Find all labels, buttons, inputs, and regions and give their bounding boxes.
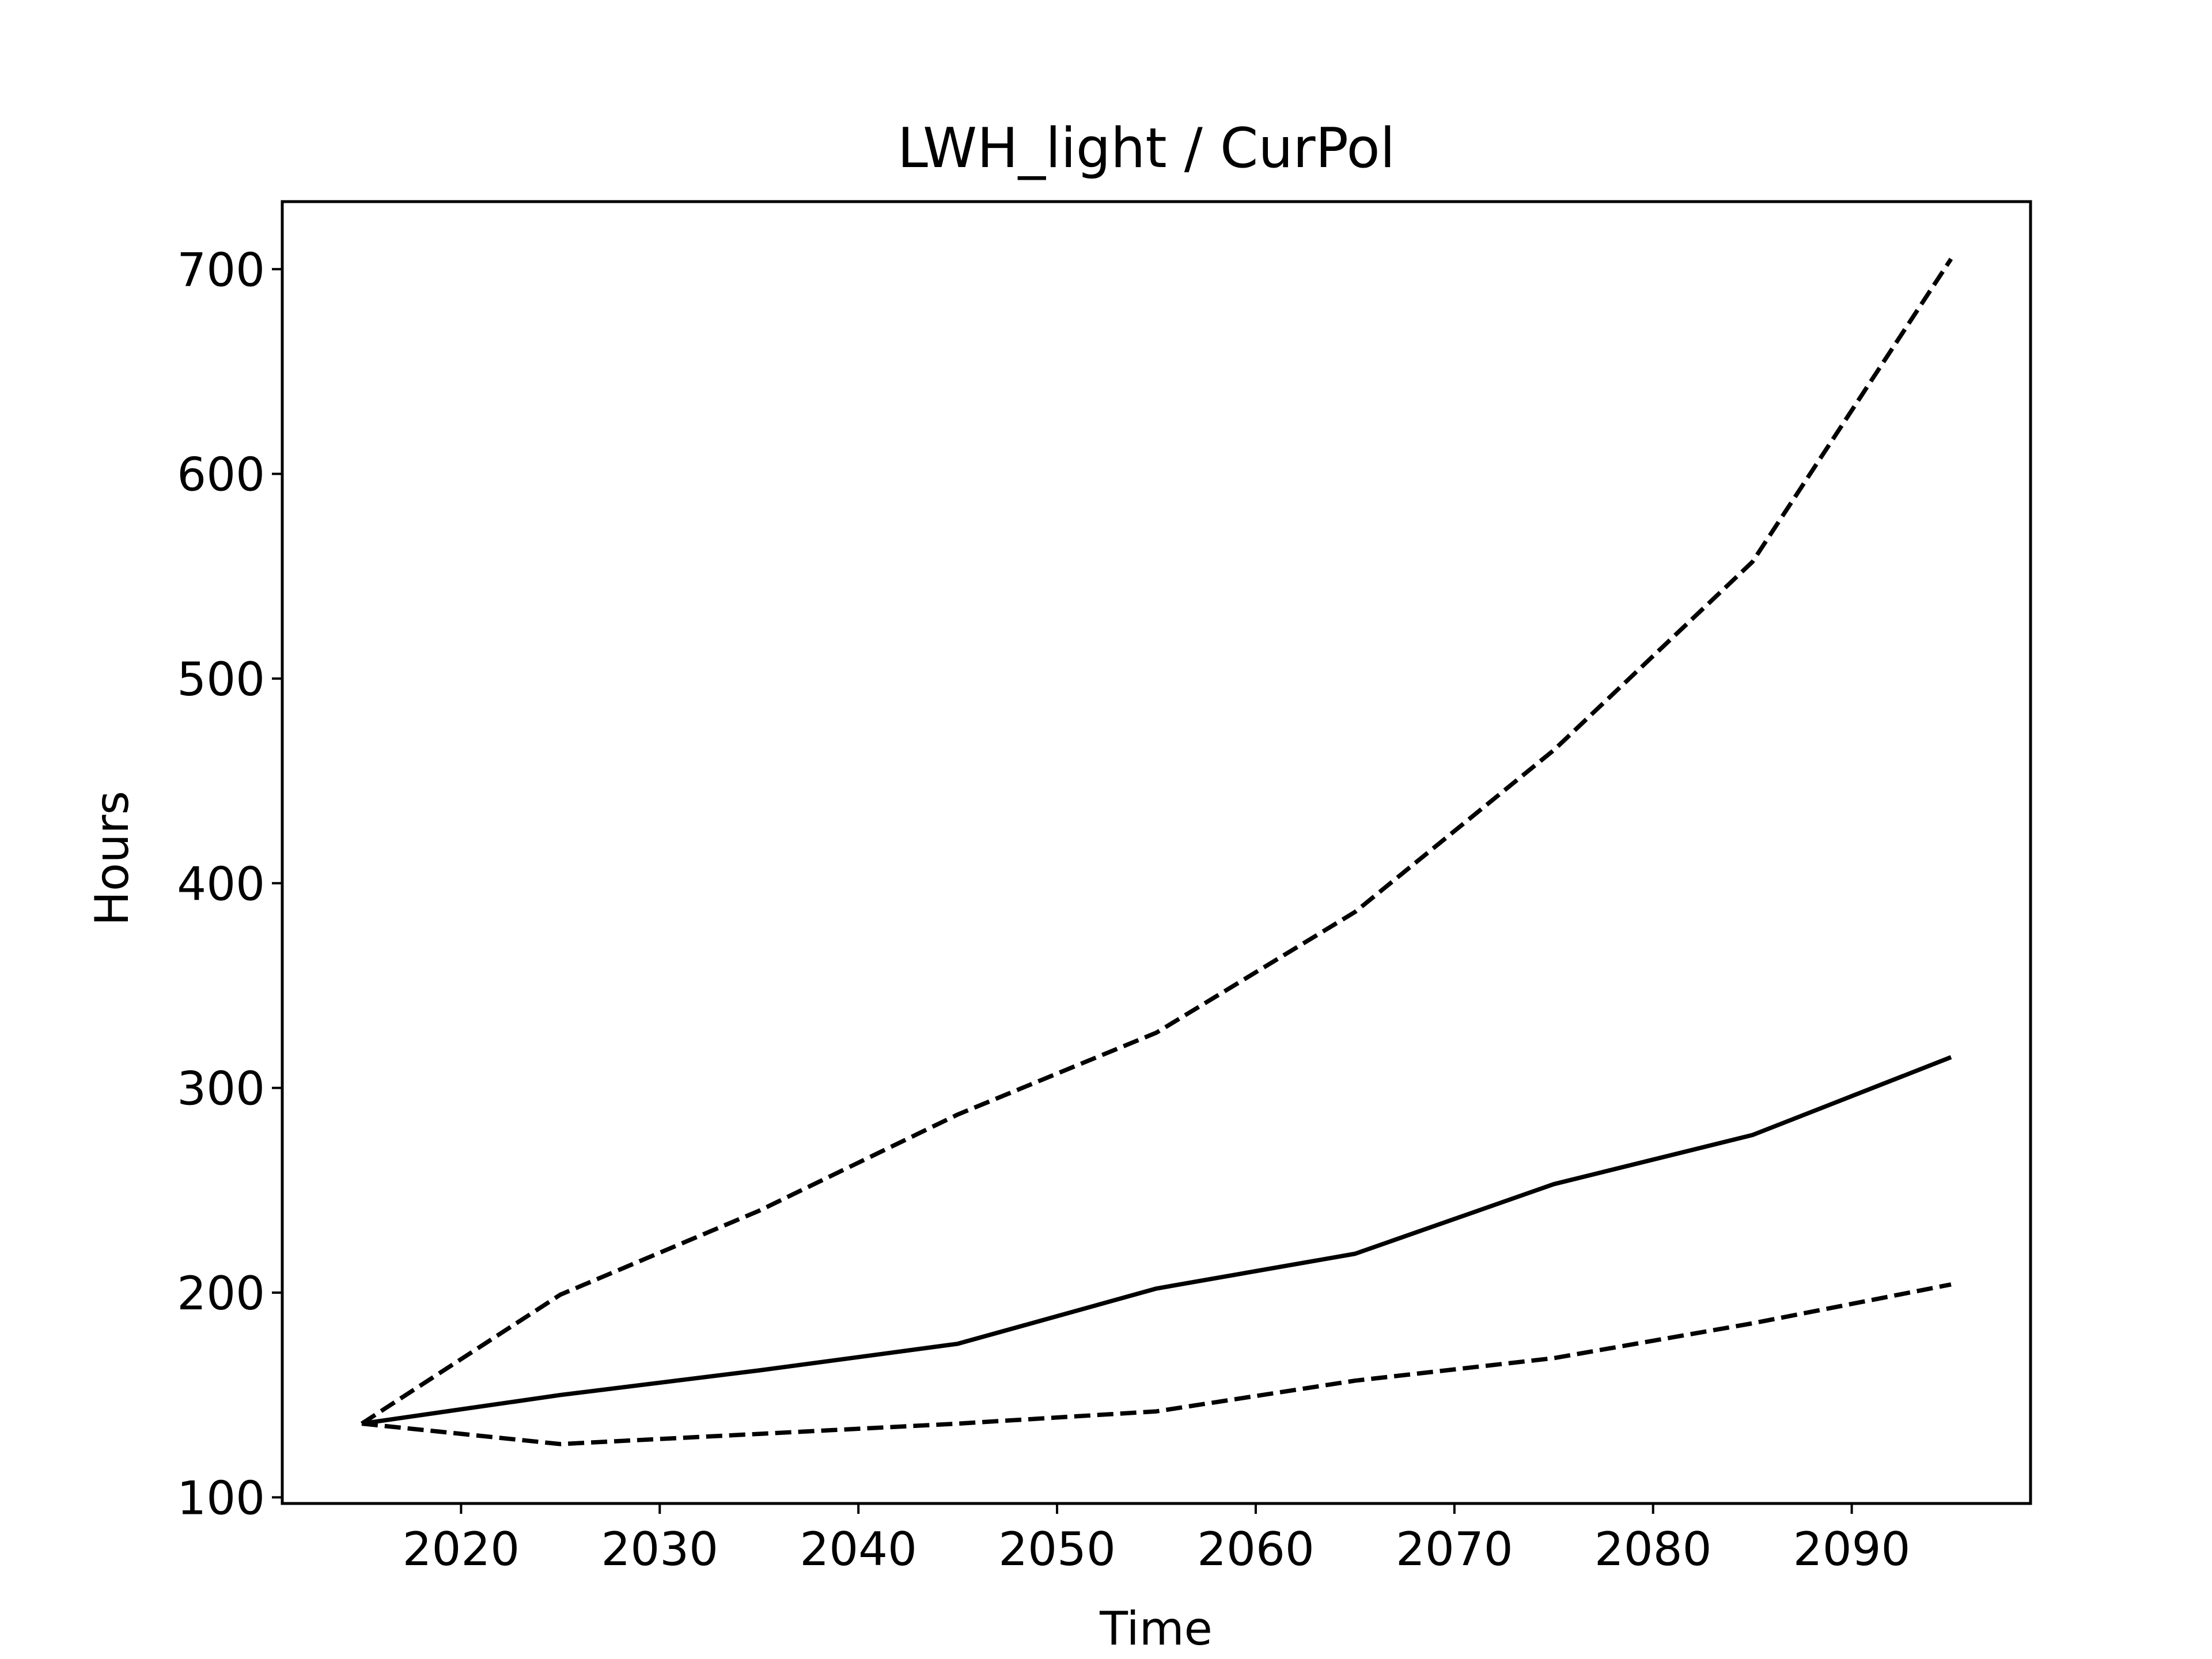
- series-line-1: [361, 1055, 1952, 1426]
- series-layer: [360, 257, 1953, 1446]
- series-line-2: [360, 257, 1953, 1426]
- series-line-3: [361, 1282, 1952, 1446]
- x-tick-label: 2090: [1793, 1522, 1911, 1576]
- x-tick-label: 2040: [800, 1522, 917, 1576]
- y-tick-label: 600: [177, 448, 265, 502]
- y-axis: 100 200 300 400 500 600 700: [177, 243, 282, 1525]
- y-tick-label: 300: [177, 1062, 265, 1116]
- y-tick-label: 700: [177, 243, 265, 297]
- x-tick-label: 2050: [998, 1522, 1116, 1576]
- y-axis-label: Hours: [85, 791, 139, 926]
- x-axis: 2020 2030 2040 2050 2060 2070 2080 2090: [403, 1503, 1911, 1576]
- y-tick-label: 200: [177, 1267, 265, 1320]
- x-axis-label: Time: [1099, 1602, 1213, 1656]
- y-tick-label: 100: [177, 1471, 265, 1525]
- x-tick-label: 2080: [1594, 1522, 1712, 1576]
- y-tick-label: 500: [177, 653, 265, 706]
- plot-area-frame: [281, 200, 2032, 1505]
- chart-title: LWH_light / CurPol: [897, 117, 1395, 180]
- x-tick-label: 2070: [1396, 1522, 1513, 1576]
- y-tick-label: 400: [177, 857, 265, 911]
- x-tick-label: 2030: [601, 1522, 718, 1576]
- x-tick-label: 2060: [1197, 1522, 1315, 1576]
- x-tick-label: 2020: [403, 1522, 520, 1576]
